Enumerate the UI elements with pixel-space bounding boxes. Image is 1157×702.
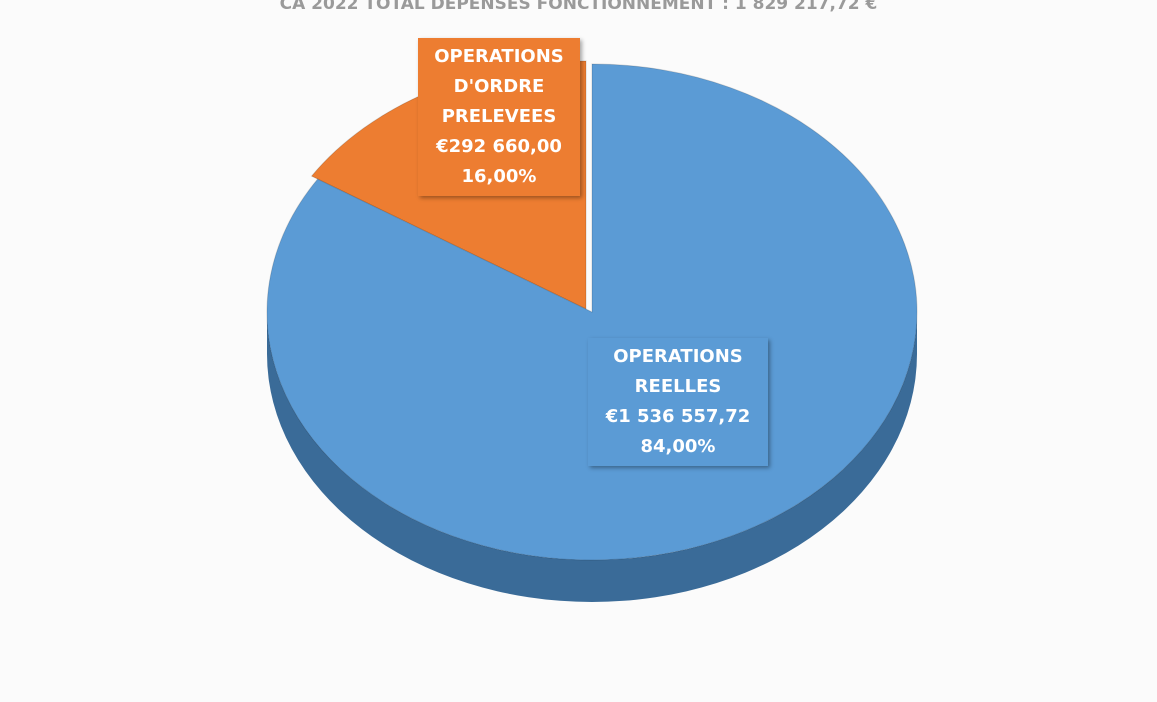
category-label: OPERATIONS REELLES [613,346,743,397]
slice-label: OPERATIONS REELLES €1 536 557,72 84,00% [588,338,768,466]
chart-title: CA 2022 TOTAL DEPENSES FONCTIONNEMENT : … [279,0,878,14]
pie-side [267,312,917,602]
category-label: OPERATIONS D'ORDRE PRELEVEES [434,46,564,127]
amount-label: €292 660,00 [436,136,562,157]
value-label: 84,00% [640,436,716,457]
amount-label: €1 536 557,72 [605,406,751,427]
slice-label: OPERATIONS D'ORDRE PRELEVEES €292 660,00 1… [418,38,580,196]
value-label: 16,00% [461,166,537,187]
